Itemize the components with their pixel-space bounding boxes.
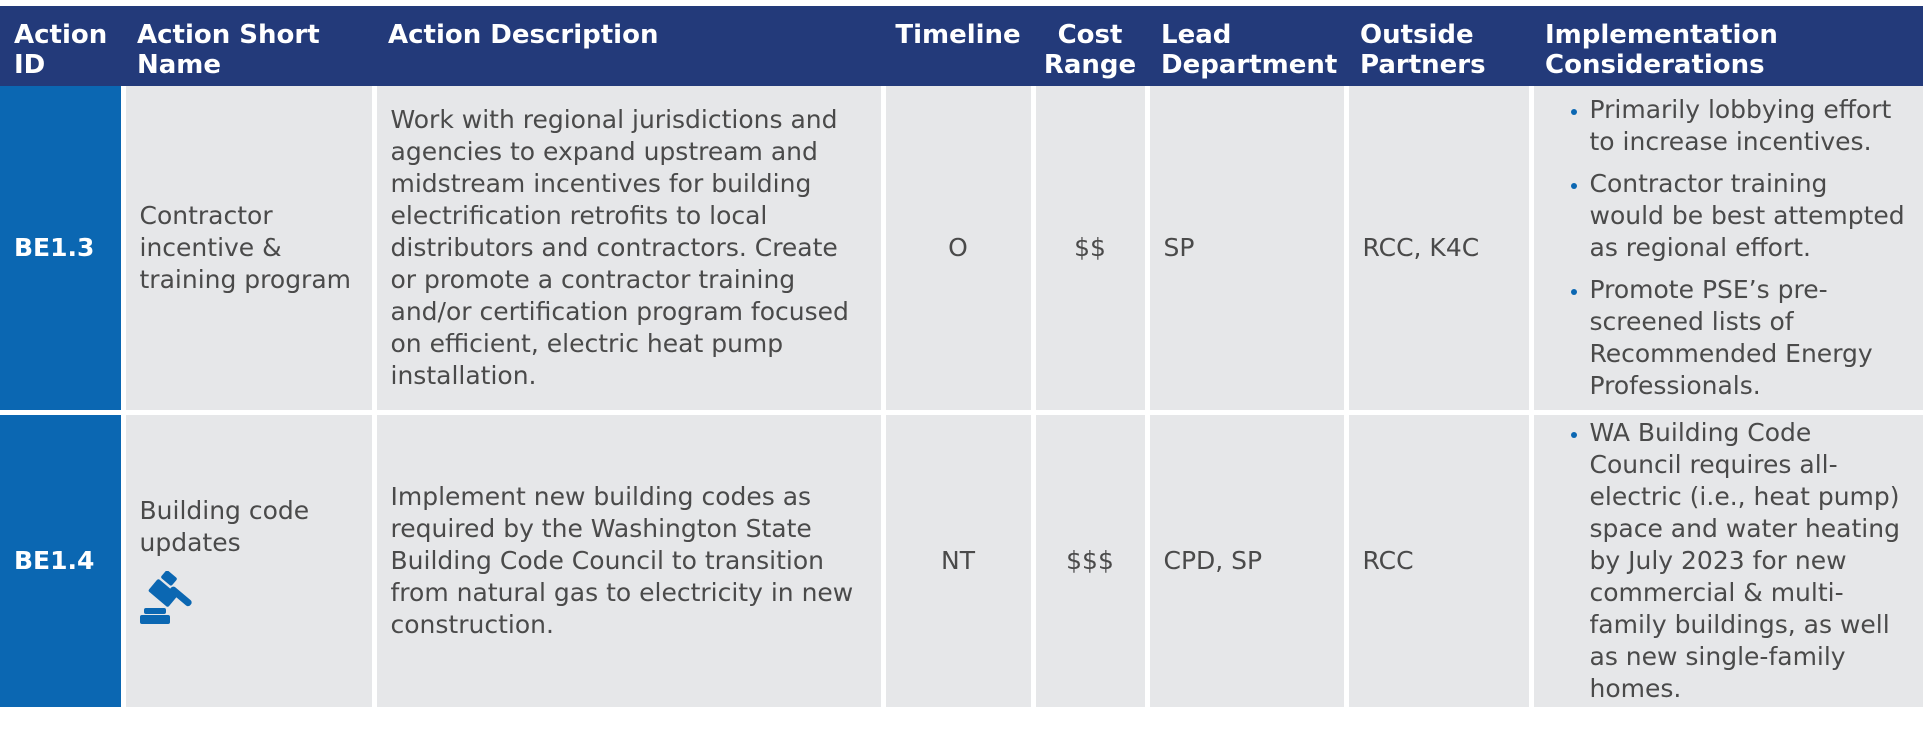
short-name: Contractor incentive & training program: [139, 201, 352, 294]
consideration: WA Building Code Council requires all-el…: [1590, 417, 1910, 705]
column-header: Action Short Name: [123, 6, 374, 86]
partners: RCC, K4C: [1362, 233, 1480, 262]
header-row: Action ID Action Short Name Action Descrip…: [0, 6, 1923, 86]
cell: WA Building Code Council requires all-el…: [1528, 412, 1923, 712]
consideration: Promote PSE’s pre-screened lists of Reco…: [1590, 274, 1910, 402]
cell: Work with regional jurisdictions and age…: [371, 86, 886, 415]
description: Implement new building codes as required…: [390, 482, 854, 639]
cell: Implement new building codes as required…: [371, 412, 886, 712]
cell: SP: [1144, 86, 1349, 415]
cost: $$$: [1066, 546, 1114, 575]
lead: SP: [1163, 233, 1195, 262]
column-header: Cost Range: [1033, 6, 1147, 86]
column-header: Outside Partners: [1346, 6, 1531, 86]
page: Action ID Action Short Name Action Descrip…: [0, 6, 1923, 752]
cell: BE1.4: [0, 412, 126, 712]
cell: Contractor incentive & training program: [120, 86, 377, 415]
short-name: Building code updates: [139, 496, 310, 557]
column-header: Action Description: [374, 6, 883, 86]
cell: Primarily lobbying effort to increase in…: [1528, 86, 1923, 415]
partners: RCC: [1362, 546, 1414, 575]
cost: $$: [1074, 233, 1106, 262]
description: Work with regional jurisdictions and age…: [390, 105, 849, 390]
cell: $$$: [1030, 412, 1150, 712]
action-table: Action ID Action Short Name Action Descrip…: [0, 6, 1923, 712]
cell: $$: [1030, 86, 1150, 415]
column-header: Action ID: [0, 6, 123, 86]
cell: CPD, SP: [1144, 412, 1349, 712]
consideration: Contractor training would be best attemp…: [1590, 168, 1910, 264]
cell: Building code updates: [120, 412, 377, 712]
cell: BE1.3: [0, 86, 126, 415]
timeline: NT: [941, 546, 975, 575]
id: BE1.4: [14, 546, 95, 575]
column-header: Implementation Considerations: [1531, 6, 1923, 86]
id: BE1.3: [14, 233, 95, 262]
cell: RCC, K4C: [1343, 86, 1534, 415]
considerations-list: WA Building Code Council requires all-el…: [1548, 417, 1910, 705]
lead: CPD, SP: [1163, 546, 1263, 575]
column-header: Lead Department: [1147, 6, 1346, 86]
consideration: Primarily lobbying effort to increase in…: [1590, 94, 1910, 158]
gavel-icon: [139, 571, 192, 624]
cell: O: [880, 86, 1036, 415]
cell: RCC: [1343, 412, 1534, 712]
table-body: BE1.3 Contractor incentive & training pro…: [0, 86, 1923, 712]
timeline: O: [948, 233, 968, 262]
table-row: BE1.4 Building code updates Implement new…: [0, 412, 1923, 712]
considerations-list: Primarily lobbying effort to increase in…: [1548, 94, 1910, 402]
table-row: BE1.3 Contractor incentive & training pro…: [0, 86, 1923, 415]
column-header: Timeline: [883, 6, 1033, 86]
cell: NT: [880, 412, 1036, 712]
